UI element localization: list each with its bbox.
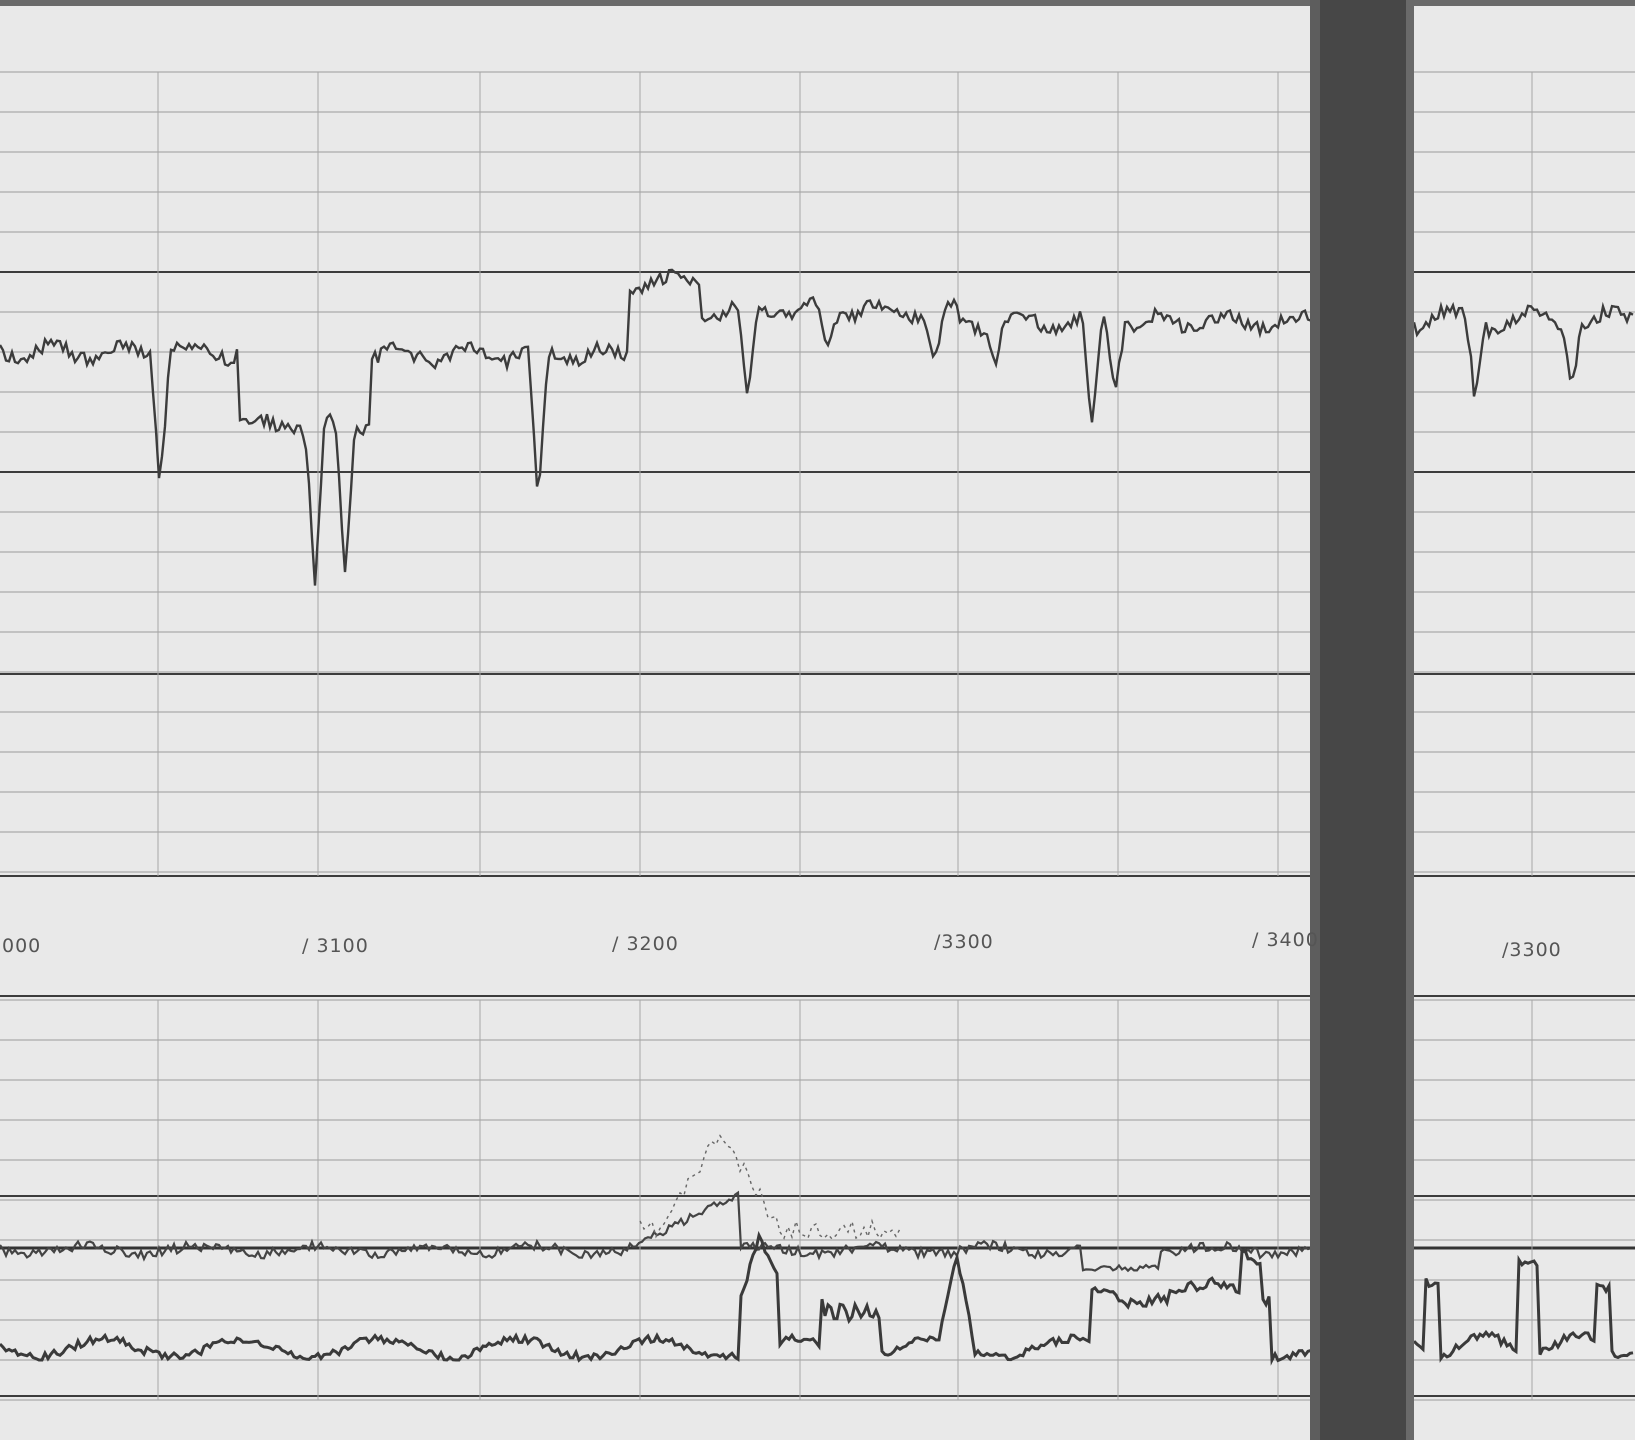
scale-label: / 3100 xyxy=(302,935,369,957)
sheet-seam xyxy=(1318,0,1410,1440)
upper-trace-right xyxy=(1412,301,1634,397)
scale-label: /3300 xyxy=(934,931,994,953)
sheet-seam-edge xyxy=(1310,0,1320,1440)
lower-baseline-trace xyxy=(0,1190,1312,1273)
top-edge xyxy=(0,0,1635,6)
scale-label: 000 xyxy=(2,935,41,957)
upper-trace-left xyxy=(0,268,1312,586)
scale-label: / 3200 xyxy=(612,933,679,955)
scale-labels-left: 000 / 3100 / 3200 /3300 / 3400 xyxy=(2,929,1319,957)
grid-right-sheet xyxy=(1412,71,1635,1401)
lower-trace-left xyxy=(0,1230,1312,1366)
scale-label: / 3400 xyxy=(1252,929,1319,951)
sheet-seam-edge-right xyxy=(1406,0,1414,1440)
grid-left-sheet xyxy=(0,71,1312,1401)
scale-labels-right: /3300 xyxy=(1502,939,1562,961)
lower-trace-right xyxy=(1412,1254,1634,1363)
lower-upper-excursion xyxy=(639,1134,901,1241)
scale-label: /3300 xyxy=(1502,939,1562,961)
